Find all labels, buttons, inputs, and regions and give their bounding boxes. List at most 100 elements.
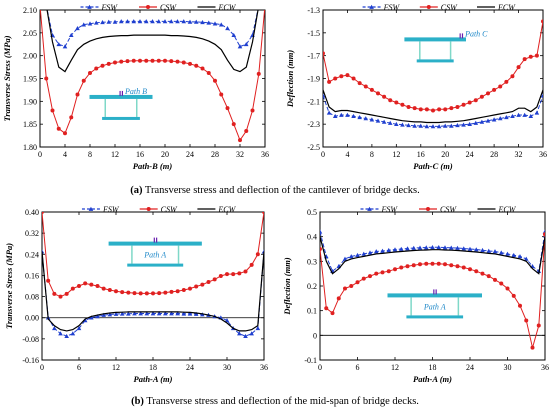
caption-a-tag: (a) — [130, 185, 143, 196]
data-point-csw — [480, 271, 485, 276]
data-point-fsw — [218, 22, 224, 27]
data-point-fsw — [442, 123, 448, 128]
data-point-fsw — [68, 32, 74, 37]
data-point-csw — [231, 122, 236, 127]
data-point-fsw — [534, 110, 540, 115]
data-point-csw — [218, 273, 223, 278]
data-point-fsw — [263, 3, 268, 7]
legend: FSW CSW ECW — [360, 205, 517, 214]
data-point-fsw — [118, 19, 124, 24]
legend-marker-fsw — [88, 206, 94, 211]
x-tick-label: 24 — [466, 363, 474, 372]
bottom-slab — [102, 116, 140, 120]
data-point-fsw — [430, 244, 435, 250]
data-point-fsw — [156, 311, 162, 316]
data-point-csw — [400, 102, 405, 107]
data-point-csw — [443, 262, 447, 267]
data-point-fsw — [373, 249, 379, 254]
y-tick-label: 0.4 — [307, 233, 317, 242]
data-point-csw — [327, 79, 332, 84]
data-point-fsw — [168, 19, 174, 24]
y-tick-label: 0.16 — [25, 271, 39, 280]
plot-area — [320, 229, 545, 350]
data-point-fsw — [522, 112, 527, 117]
data-point-csw — [188, 286, 192, 291]
data-point-fsw — [112, 19, 118, 24]
data-point-fsw — [461, 246, 467, 251]
deck-slab — [404, 37, 466, 42]
x-tick-label: 6 — [356, 363, 360, 372]
legend-label-ecw: ECW — [498, 205, 517, 214]
x-tick-label: 28 — [211, 150, 219, 159]
data-point-csw — [369, 87, 374, 92]
data-point-fsw — [528, 113, 534, 119]
data-point-fsw — [237, 331, 242, 336]
data-point-csw — [393, 267, 397, 272]
data-point-csw — [255, 252, 260, 257]
data-point-fsw — [394, 121, 399, 127]
data-point-fsw — [237, 44, 243, 49]
data-point-fsw — [162, 19, 168, 24]
data-point-csw — [163, 290, 168, 295]
y-axis-label: Transverse Stress (MPa) — [2, 35, 12, 121]
data-point-fsw — [417, 245, 423, 250]
data-point-csw — [144, 291, 149, 296]
data-point-fsw — [412, 123, 417, 128]
y-tick-label: 1.85 — [23, 120, 37, 129]
data-point-csw — [169, 289, 174, 294]
data-point-csw — [499, 281, 504, 286]
bottom-slab — [416, 59, 454, 63]
data-point-csw — [225, 272, 229, 277]
data-point-fsw — [467, 246, 473, 251]
data-point-fsw — [100, 20, 105, 25]
data-point-fsw — [510, 113, 515, 119]
data-point-csw — [52, 291, 57, 296]
path-marker — [433, 289, 435, 295]
data-point-csw — [38, 3, 42, 7]
data-point-csw — [256, 71, 261, 76]
data-point-fsw — [326, 110, 332, 115]
data-point-csw — [81, 78, 86, 83]
data-point-csw — [382, 94, 387, 99]
data-point-csw — [70, 286, 75, 291]
data-point-fsw — [497, 116, 503, 121]
data-point-fsw — [348, 254, 354, 259]
data-point-fsw — [224, 318, 230, 323]
data-point-fsw — [523, 256, 529, 261]
data-point-fsw — [505, 251, 510, 256]
data-point-fsw — [231, 32, 237, 37]
data-point-fsw — [119, 311, 125, 316]
data-point-csw — [200, 282, 205, 287]
data-point-fsw — [455, 123, 460, 128]
data-point-fsw — [143, 19, 149, 24]
data-point-csw — [406, 105, 411, 110]
data-point-csw — [56, 126, 61, 131]
data-point-fsw — [175, 311, 180, 316]
data-point-fsw — [62, 44, 68, 49]
data-point-csw — [412, 106, 417, 111]
x-tick-label: 32 — [515, 150, 523, 159]
data-point-csw — [511, 293, 516, 298]
data-point-csw — [380, 270, 385, 275]
x-tick-label: 8 — [88, 150, 92, 159]
legend-label-fsw: FSW — [102, 205, 120, 214]
data-point-fsw — [200, 20, 205, 25]
data-point-fsw — [82, 318, 88, 323]
y-tick-label: -0.16 — [22, 356, 39, 365]
data-point-fsw — [58, 331, 63, 336]
data-point-fsw — [243, 333, 248, 339]
data-point-csw — [443, 107, 448, 112]
data-point-csw — [510, 74, 515, 79]
data-point-csw — [106, 61, 111, 66]
data-point-fsw — [436, 244, 442, 250]
data-point-csw — [231, 272, 236, 277]
data-point-csw — [200, 66, 205, 71]
y-axis-label: Transverse Stress (MPa) — [4, 243, 14, 329]
data-point-fsw — [132, 311, 137, 316]
data-point-fsw — [193, 311, 199, 316]
data-point-csw — [376, 91, 380, 96]
data-point-csw — [163, 58, 167, 63]
data-point-fsw — [406, 123, 411, 128]
path-marker — [461, 33, 464, 39]
data-point-fsw — [131, 19, 137, 24]
